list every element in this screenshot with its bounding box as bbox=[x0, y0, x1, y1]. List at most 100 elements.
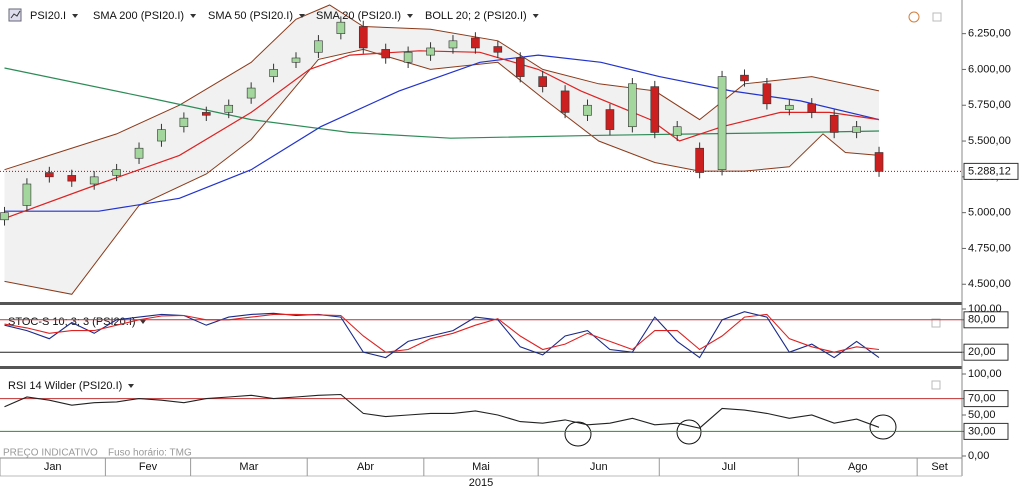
footer-timezone: Fuso horário: TMG bbox=[108, 448, 192, 459]
panel-divider bbox=[0, 302, 962, 305]
panel-icons bbox=[908, 11, 942, 390]
x-tick-label: Jun bbox=[590, 461, 608, 473]
candle-body bbox=[22, 183, 32, 206]
y-tick-label: 5.750,00 bbox=[968, 99, 1011, 111]
candle-body bbox=[426, 47, 435, 56]
candle-body bbox=[583, 104, 592, 116]
y-tick-label: 0,00 bbox=[968, 450, 989, 462]
band-fill bbox=[4, 5, 879, 295]
dropdown-arrow[interactable] bbox=[406, 14, 413, 18]
candle-body bbox=[89, 176, 99, 185]
level-label-box bbox=[963, 343, 1009, 361]
legend-icon bbox=[8, 8, 22, 22]
annotation-circle bbox=[564, 421, 592, 447]
y-tick-label: 5.500,00 bbox=[968, 135, 1011, 147]
dropdown-arrow[interactable] bbox=[532, 14, 539, 18]
icon[interactable] bbox=[932, 12, 942, 22]
x-tick-label: Fev bbox=[139, 461, 158, 473]
candle-body bbox=[45, 172, 54, 178]
candle-body bbox=[314, 40, 323, 53]
candle-body bbox=[829, 114, 839, 133]
candle-body bbox=[403, 51, 413, 63]
x-tick-label: Set bbox=[931, 461, 948, 473]
y-tick-label: 50,00 bbox=[968, 409, 996, 421]
dropdown-arrow[interactable] bbox=[298, 14, 305, 18]
candle-body bbox=[785, 104, 794, 110]
chart-icon-line bbox=[10, 10, 21, 19]
moving-average bbox=[4, 67, 880, 139]
annotation-circles bbox=[564, 414, 897, 447]
annotation-circle bbox=[869, 414, 897, 440]
panel-title: RSI 14 Wilder (PSI20.I) bbox=[8, 380, 122, 392]
y-tick-label: 4.750,00 bbox=[968, 242, 1011, 254]
footer-source: PREÇO INDICATIVO bbox=[3, 448, 98, 459]
legend-entry: SMA 50 (PSI20.I) bbox=[208, 10, 293, 22]
x-axis-label: 2015 bbox=[469, 477, 493, 489]
last-price-box bbox=[963, 162, 1019, 180]
candle-body bbox=[560, 90, 570, 113]
candle-body bbox=[515, 57, 525, 77]
indicator-line bbox=[4, 393, 880, 429]
candle-body bbox=[762, 83, 772, 105]
candle-body bbox=[269, 69, 278, 77]
candle-body bbox=[717, 76, 727, 170]
y-tick-label: 6.000,00 bbox=[968, 63, 1011, 75]
candle-body bbox=[493, 46, 503, 53]
panel-divider bbox=[0, 366, 962, 369]
last-price-label: 5.288,12 bbox=[968, 165, 1011, 177]
y-tick-label: 6.250,00 bbox=[968, 28, 1011, 40]
candle-body bbox=[448, 40, 458, 49]
candle-body bbox=[807, 103, 817, 113]
candle-body bbox=[0, 212, 9, 221]
dropdown-arrow[interactable] bbox=[190, 14, 197, 18]
y-tick-label: 100,00 bbox=[968, 368, 1002, 380]
indicator-line bbox=[4, 311, 880, 359]
icon[interactable] bbox=[931, 380, 941, 390]
level-label-box bbox=[963, 390, 1009, 408]
legend-entry: SMA 20 (PSI20.I) bbox=[316, 10, 401, 22]
candle-body bbox=[67, 175, 77, 182]
candle-body bbox=[852, 126, 861, 133]
y-tick-label: 30,00 bbox=[968, 425, 996, 437]
annotation-circle bbox=[676, 419, 702, 445]
y-tick-label: 70,00 bbox=[968, 393, 996, 405]
candle-body bbox=[381, 49, 390, 59]
candle-body bbox=[336, 21, 346, 34]
candle-body bbox=[874, 152, 884, 172]
moving-average bbox=[4, 54, 880, 212]
candle-body bbox=[179, 117, 189, 128]
dropdown-arrow[interactable] bbox=[128, 384, 134, 388]
candle-body bbox=[134, 147, 144, 159]
indicator-line bbox=[4, 313, 880, 353]
icon[interactable] bbox=[931, 318, 941, 328]
candle-body bbox=[112, 169, 121, 176]
x-tick-label: Ago bbox=[848, 461, 868, 473]
x-tick-label: Jul bbox=[722, 461, 736, 473]
candle-body bbox=[358, 26, 368, 49]
candle-body bbox=[740, 74, 749, 82]
x-tick-label: Jan bbox=[44, 461, 62, 473]
x-tick-label: Mar bbox=[239, 461, 258, 473]
candle-body bbox=[291, 57, 301, 63]
legend-entry: PSI20.I bbox=[30, 10, 66, 22]
level-label-box bbox=[963, 311, 1009, 329]
moving-average bbox=[4, 50, 880, 219]
candle-body bbox=[650, 86, 660, 133]
candle-body bbox=[538, 76, 547, 87]
dropdown-arrow[interactable] bbox=[72, 14, 79, 18]
icon[interactable] bbox=[908, 11, 920, 23]
level-label-box bbox=[963, 422, 1009, 440]
y-tick-label: 80,00 bbox=[968, 314, 996, 326]
legend-entry: BOLL 20; 2 (PSI20.I) bbox=[425, 10, 527, 22]
candle-body bbox=[202, 112, 211, 116]
candle-body bbox=[628, 83, 637, 128]
candle-body bbox=[672, 126, 682, 136]
candle-body bbox=[605, 109, 615, 130]
dropdown-arrow[interactable] bbox=[140, 320, 146, 324]
x-tick-label: Abr bbox=[357, 461, 374, 473]
y-tick-label: 20,00 bbox=[968, 346, 996, 358]
candle-body bbox=[224, 104, 234, 113]
x-tick-label: Mai bbox=[472, 461, 490, 473]
